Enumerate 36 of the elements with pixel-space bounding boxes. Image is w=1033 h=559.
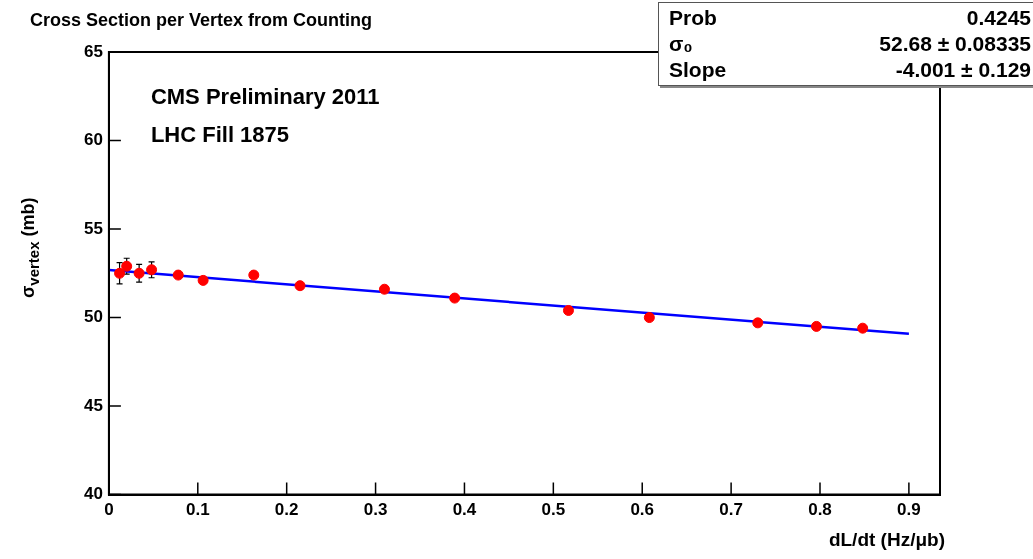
x-tick-label: 0.9 xyxy=(897,500,921,520)
x-tick-label: 0.1 xyxy=(185,500,210,520)
point xyxy=(449,292,461,304)
x-tick-label: 0.6 xyxy=(630,500,655,520)
x-tick-label: 0.5 xyxy=(541,500,566,520)
annotation: LHC Fill 1875 xyxy=(150,122,290,148)
y-tick-label: 55 xyxy=(83,218,103,238)
point xyxy=(378,283,390,295)
point xyxy=(114,267,126,279)
annotation: CMS Preliminary 2011 xyxy=(150,84,380,110)
point xyxy=(810,320,822,332)
x-axis-title: dL/dt (Hz/μb) xyxy=(828,529,945,551)
x-tick-label: 0 xyxy=(104,500,114,520)
point xyxy=(172,269,184,281)
y-tick-label: 50 xyxy=(83,307,103,327)
x-tick-label: 0.4 xyxy=(452,500,477,520)
point xyxy=(294,280,306,292)
point xyxy=(643,312,655,324)
y-tick-label: 40 xyxy=(83,484,103,504)
x-tick-label: 0.7 xyxy=(719,500,743,520)
y-tick-label: 60 xyxy=(83,130,103,150)
text: Slope -4.001 ± 0.129 xyxy=(669,58,1031,81)
point xyxy=(248,269,260,281)
point xyxy=(197,274,209,286)
point xyxy=(857,322,869,334)
point xyxy=(752,317,764,329)
point xyxy=(562,304,574,316)
y-tick-label: 45 xyxy=(83,395,103,415)
chart-title: Cross Section per Vertex from Counting xyxy=(30,10,373,31)
x-tick-label: 0.8 xyxy=(808,500,832,520)
x-tick-label: 0.3 xyxy=(363,500,388,520)
y-tick-label: 65 xyxy=(83,41,103,61)
x-tick-label: 0.2 xyxy=(274,500,299,520)
point xyxy=(133,267,145,279)
text: Prob 0.4245 xyxy=(669,6,1031,29)
text: σ₀ 52.68 ± 0.08335 xyxy=(669,32,1031,55)
